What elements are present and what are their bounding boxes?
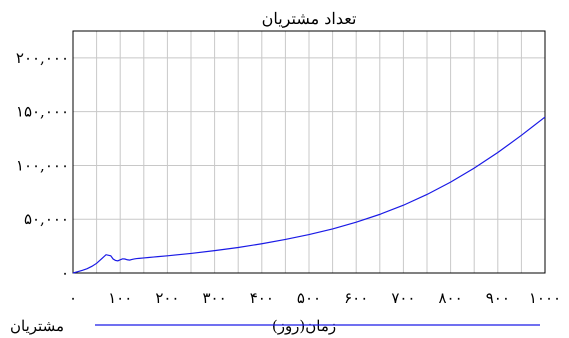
x-tick-label: ۷۰۰ [391,289,415,307]
x-tick-label: ۹۰۰ [486,289,510,307]
chart-title: تعداد مشتریان [262,9,357,28]
x-tick-label: ۶۰۰ [344,289,368,307]
y-tick-label: ۱۰۰,۰۰۰ [16,156,69,174]
y-tick-label: ۱۵۰,۰۰۰ [16,103,69,121]
plot-frame [72,30,546,274]
x-tick-label: ۰ [69,289,77,307]
grid-lines [73,31,545,273]
x-tick-label: ۳۰۰ [203,289,227,307]
x-tick-label: ۱۰۰۰ [529,289,561,307]
legend-label-customers: مشتریان [10,317,64,335]
y-tick-label: ۵۰,۰۰۰ [24,210,69,228]
series-line-customers [72,116,546,274]
x-tick-label: ۴۰۰ [250,289,274,307]
x-axis-label: زمان(روز) [272,317,336,335]
y-tick-label: ۰ [61,264,69,282]
x-tick-label: ۵۰۰ [297,289,321,307]
x-tick-label: ۸۰۰ [439,289,463,307]
x-axis-tick-labels: ۰ ۱۰۰ ۲۰۰ ۳۰۰ ۴۰۰ ۵۰۰ ۶۰۰ ۷۰۰ ۸۰۰ ۹۰۰ ۱۰۰۰ [69,289,561,307]
x-tick-label: ۱۰۰ [108,289,132,307]
y-tick-label: ۲۰۰,۰۰۰ [16,49,69,67]
x-tick-label: ۲۰۰ [155,289,179,307]
y-axis-tick-labels: ۰ ۵۰,۰۰۰ ۱۰۰,۰۰۰ ۱۵۰,۰۰۰ ۲۰۰,۰۰۰ [16,49,69,282]
